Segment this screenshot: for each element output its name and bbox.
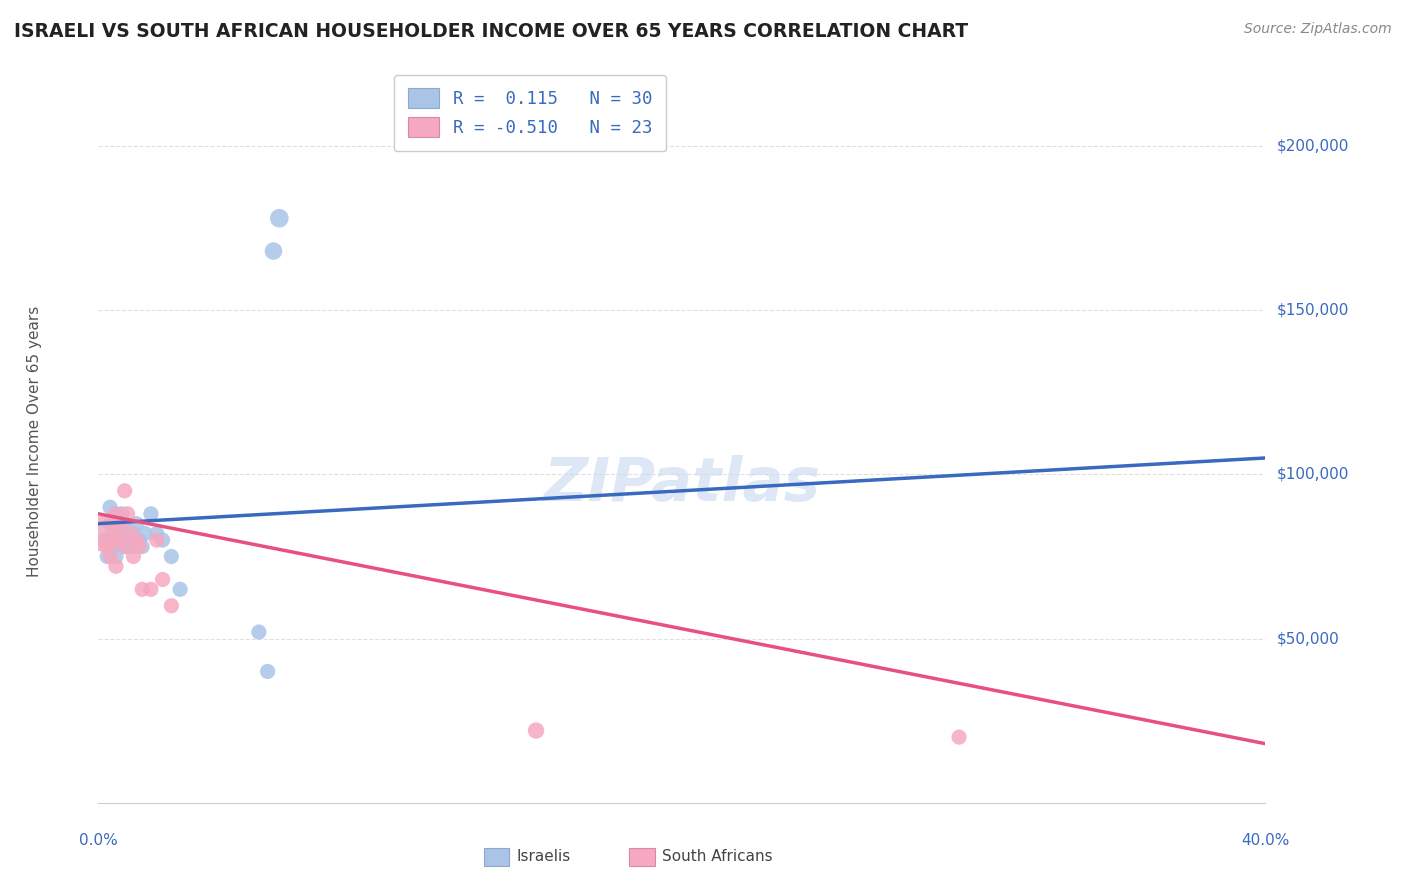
Point [101, 540, 124, 554]
Point [104, 507, 127, 521]
Point [101, 516, 124, 531]
Point [104, 507, 127, 521]
Legend: R =  0.115   N = 30, R = -0.510   N = 23: R = 0.115 N = 30, R = -0.510 N = 23 [394, 75, 666, 151]
Text: ISRAELI VS SOUTH AFRICAN HOUSEHOLDER INCOME OVER 65 YEARS CORRELATION CHART: ISRAELI VS SOUTH AFRICAN HOUSEHOLDER INC… [14, 22, 969, 41]
Point [101, 526, 124, 541]
Point [98, 516, 121, 531]
Text: $200,000: $200,000 [1277, 138, 1348, 153]
Point [122, 549, 145, 564]
Point [152, 573, 174, 587]
Point [128, 540, 150, 554]
Point [96, 549, 118, 564]
Text: ZIPatlas: ZIPatlas [543, 456, 821, 515]
Point [114, 516, 136, 531]
Point [128, 533, 150, 547]
Point [104, 549, 127, 564]
Point [117, 507, 139, 521]
Point [146, 526, 169, 541]
Text: 40.0%: 40.0% [1241, 833, 1289, 848]
Point [247, 625, 270, 640]
Point [114, 483, 136, 498]
Point [160, 549, 183, 564]
Point [262, 244, 284, 258]
Point [122, 526, 145, 541]
Point [134, 526, 156, 541]
Text: $100,000: $100,000 [1277, 467, 1348, 482]
Point [101, 533, 124, 547]
Point [120, 526, 142, 541]
Point [269, 211, 291, 226]
Text: Israelis: Israelis [516, 849, 571, 864]
Point [93, 526, 115, 541]
Text: Householder Income Over 65 years: Householder Income Over 65 years [27, 306, 42, 577]
Point [131, 540, 153, 554]
Point [111, 507, 134, 521]
Text: Source: ZipAtlas.com: Source: ZipAtlas.com [1244, 22, 1392, 37]
Point [96, 540, 118, 554]
Point [131, 582, 153, 597]
Point [111, 526, 134, 541]
Point [93, 533, 115, 547]
Point [139, 582, 162, 597]
Point [146, 533, 169, 547]
FancyBboxPatch shape [630, 847, 655, 865]
Point [120, 540, 142, 554]
Point [108, 533, 131, 547]
Point [152, 533, 174, 547]
Text: $50,000: $50,000 [1277, 632, 1340, 646]
Text: $150,000: $150,000 [1277, 302, 1348, 318]
Point [114, 540, 136, 554]
Point [108, 516, 131, 531]
Point [117, 533, 139, 547]
FancyBboxPatch shape [484, 847, 509, 865]
Point [524, 723, 547, 738]
Point [256, 665, 278, 679]
Point [114, 540, 136, 554]
Point [169, 582, 191, 597]
Point [98, 500, 121, 515]
Point [125, 533, 148, 547]
Point [111, 516, 134, 531]
Text: 0.0%: 0.0% [79, 833, 118, 848]
Point [948, 730, 970, 744]
Point [108, 533, 131, 547]
Text: South Africans: South Africans [662, 849, 773, 864]
Point [139, 507, 162, 521]
Point [98, 549, 121, 564]
Point [125, 516, 148, 531]
Point [104, 559, 127, 574]
Point [160, 599, 183, 613]
